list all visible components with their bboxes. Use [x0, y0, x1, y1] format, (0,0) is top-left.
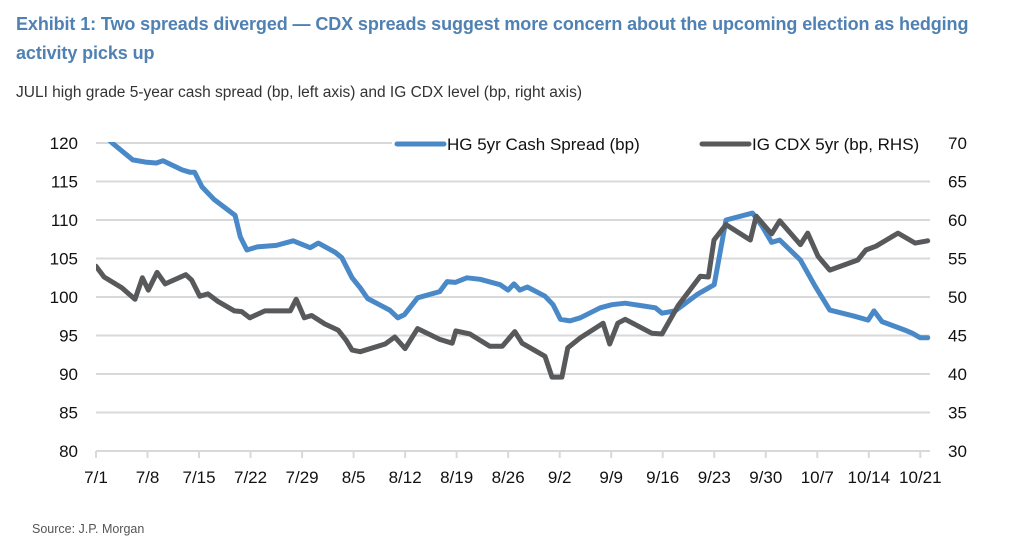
x-tick-label: 10/7	[801, 468, 834, 487]
x-tick-label: 7/22	[234, 468, 267, 487]
gridlines	[96, 142, 930, 452]
x-tick-label: 10/21	[899, 468, 942, 487]
y2-tick-label: 70	[948, 134, 967, 153]
series-lines	[96, 142, 931, 380]
y-tick-label: 115	[51, 173, 78, 192]
y-tick-label: 100	[50, 288, 78, 307]
series-line-ig-cdx	[96, 213, 931, 380]
y-tick-label: 85	[59, 404, 78, 423]
left-axis: 120 115 110 105 100 95 90 85 80	[50, 134, 78, 461]
y-tick-label: 105	[50, 250, 78, 269]
y-tick-label: 110	[51, 211, 78, 230]
legend: HG 5yr Cash Spread (bp) IG CDX 5yr (bp, …	[392, 131, 940, 157]
x-tick-label: 9/16	[646, 468, 679, 487]
series-line-hg-cash-spread	[107, 142, 931, 341]
y2-tick-label: 60	[948, 211, 967, 230]
x-tick-label: 7/29	[286, 468, 319, 487]
y2-tick-label: 45	[948, 327, 967, 346]
x-tick-label: 8/26	[492, 468, 525, 487]
x-tick-label: 10/14	[848, 468, 891, 487]
legend-label-ig-cdx: IG CDX 5yr (bp, RHS)	[752, 135, 919, 154]
y2-tick-label: 55	[948, 250, 967, 269]
x-tick-label: 8/19	[440, 468, 473, 487]
y-tick-label: 90	[59, 365, 78, 384]
x-tick-label: 8/12	[389, 468, 422, 487]
y2-tick-label: 30	[948, 442, 967, 461]
y-tick-label: 80	[59, 442, 78, 461]
legend-label-hg-cash: HG 5yr Cash Spread (bp)	[447, 135, 640, 154]
source-note: Source: J.P. Morgan	[32, 522, 145, 536]
y2-tick-label: 50	[948, 288, 967, 307]
x-tick-label: 9/9	[599, 468, 623, 487]
x-tick-label: 9/2	[548, 468, 572, 487]
right-axis: 70 65 60 55 50 45 40 35 30	[948, 134, 967, 461]
x-tick-label: 9/30	[749, 468, 782, 487]
legend-background	[392, 131, 940, 157]
x-tick-label: 8/5	[342, 468, 366, 487]
y2-tick-label: 35	[948, 404, 967, 423]
y2-tick-label: 65	[948, 173, 967, 192]
y-tick-label: 95	[59, 327, 78, 346]
x-axis: 7/1 7/8 7/15 7/22 7/29 8/5 8/12 8/19 8/26 9/2 9/9 9…	[84, 451, 942, 487]
y-tick-label: 120	[50, 134, 78, 153]
x-tick-label: 9/23	[698, 468, 731, 487]
x-tick-label: 7/8	[136, 468, 160, 487]
x-tick-label: 7/15	[182, 468, 215, 487]
y2-tick-label: 40	[948, 365, 967, 384]
chart-title: Exhibit 1: Two spreads diverged — CDX sp…	[16, 14, 969, 63]
x-tick-label: 7/1	[84, 468, 108, 487]
chart-subtitle: JULI high grade 5-year cash spread (bp, …	[16, 84, 583, 101]
